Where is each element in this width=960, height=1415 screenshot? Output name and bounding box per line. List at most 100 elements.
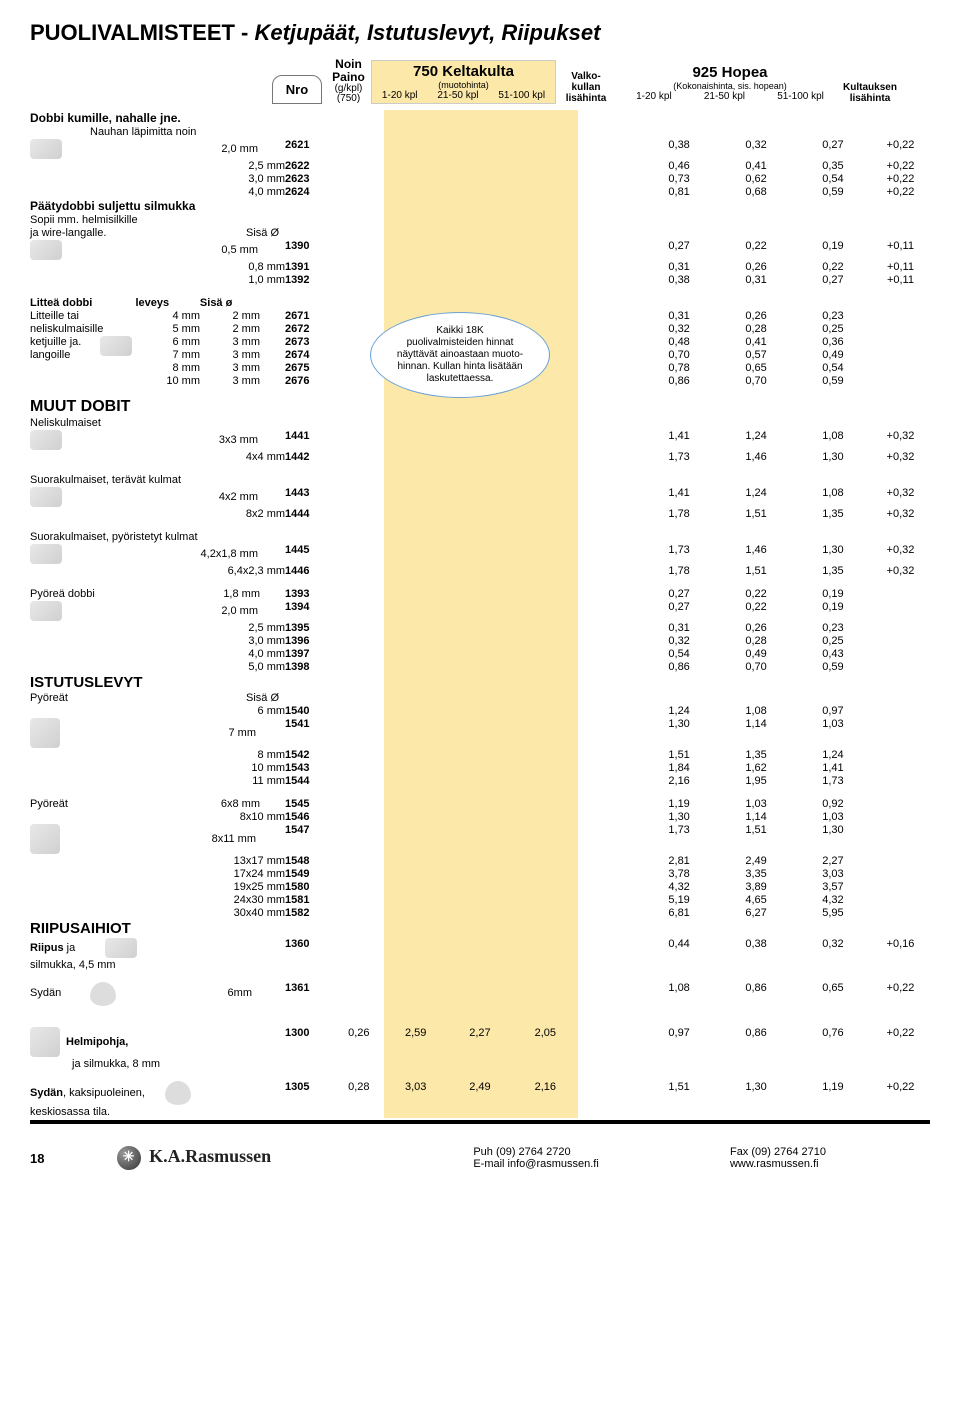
- gold-1: [384, 704, 447, 717]
- cell: [795, 198, 871, 213]
- silver-1: 1,24: [641, 704, 717, 717]
- table-row: Sopii mm. helmisilkille: [30, 213, 930, 226]
- valko: [578, 587, 641, 600]
- silver-1: 0,27: [641, 587, 717, 600]
- product-icon: [30, 487, 62, 507]
- cell: [578, 226, 641, 239]
- gold-2: [447, 429, 512, 450]
- gold-2: [447, 185, 512, 198]
- cell: [285, 397, 333, 416]
- table-row: 3,0 mm13960,320,280,25: [30, 634, 930, 647]
- cell: [871, 226, 930, 239]
- label-cell: 4,0 mm: [30, 647, 285, 660]
- cell: [513, 691, 578, 704]
- gold-2: [447, 621, 512, 634]
- cell: [447, 397, 512, 416]
- silver-1: 2,16: [641, 774, 717, 787]
- label-cell: 8 mm3 mm: [30, 361, 285, 374]
- label-cell: 4,0 mm: [30, 185, 285, 198]
- paino-cell: [334, 185, 385, 198]
- silver-2: 1,08: [717, 704, 795, 717]
- silver-1: 0,70: [641, 348, 717, 361]
- valko: [578, 880, 641, 893]
- nro-cell: 2673: [285, 335, 333, 348]
- paino-cell: [334, 621, 385, 634]
- silver-1: 1,51: [641, 1080, 717, 1105]
- table-row: Riipus ja13600,440,380,32+0,16: [30, 937, 930, 958]
- nro-cell: 1441: [285, 429, 333, 450]
- paino-cell: [334, 660, 385, 673]
- paino-cell: 0,28: [334, 1080, 385, 1105]
- gold-3: [513, 450, 578, 463]
- silver-2: 1,14: [717, 810, 795, 823]
- valko: [578, 374, 641, 387]
- gold-3: [513, 600, 578, 621]
- table-row: Neliskulmaiset: [30, 416, 930, 429]
- cell: [795, 530, 871, 543]
- kult: +0,32: [871, 429, 930, 450]
- silver-3: 0,27: [795, 138, 871, 159]
- section-title: Suorakulmaiset, pyöristetyt kulmat: [30, 530, 285, 543]
- cell: [641, 226, 717, 239]
- valko: [578, 937, 641, 958]
- section-title: MUUT DOBIT: [30, 397, 285, 416]
- cell: [871, 213, 930, 226]
- logo-mark-icon: ✳: [117, 1146, 141, 1170]
- label-cell: Pyöreät6x8 mm: [30, 797, 285, 810]
- label-cell: Litteille tai4 mm2 mm: [30, 309, 285, 322]
- silver-3: 0,32: [795, 937, 871, 958]
- gold-1: [384, 273, 447, 286]
- cell: [334, 198, 385, 213]
- kult: +0,32: [871, 486, 930, 507]
- table-row: RIIPUSAIHIOT: [30, 919, 930, 937]
- silver-2: 1,95: [717, 774, 795, 787]
- kult: +0,32: [871, 564, 930, 577]
- silver-3: 1,30: [795, 823, 871, 854]
- cell: [795, 473, 871, 486]
- cell: [334, 473, 385, 486]
- nro-cell: 1393: [285, 587, 333, 600]
- gold-2: [447, 867, 512, 880]
- spacer: [30, 1016, 930, 1026]
- cell: [641, 296, 717, 309]
- gold-1: [384, 867, 447, 880]
- contact-2: Fax (09) 2764 2710 www.rasmussen.fi: [730, 1146, 930, 1170]
- paino-cell: [334, 273, 385, 286]
- nro-cell: 1390: [285, 239, 333, 260]
- gold-3: [513, 309, 578, 322]
- gold-3: [513, 239, 578, 260]
- silver-1: 1,73: [641, 823, 717, 854]
- cell: [285, 198, 333, 213]
- silver-1: 0,44: [641, 937, 717, 958]
- cell: [384, 958, 447, 971]
- silver-2: 1,46: [717, 543, 795, 564]
- kult: +0,22: [871, 185, 930, 198]
- silver-1: 0,38: [641, 138, 717, 159]
- cell: [447, 296, 512, 309]
- gold-3: [513, 647, 578, 660]
- table-row: keskiosassa tila.: [30, 1105, 930, 1118]
- silver-2: 2,49: [717, 854, 795, 867]
- cell: [871, 1105, 930, 1118]
- cell: [578, 296, 641, 309]
- label-cell: 4x4 mm: [30, 450, 285, 463]
- cell: [795, 691, 871, 704]
- silver-3: 0,27: [795, 273, 871, 286]
- valko: [578, 647, 641, 660]
- table-row: 0,8 mm13910,310,260,22+0,11: [30, 260, 930, 273]
- silver-3: 1,08: [795, 429, 871, 450]
- paino-cell: [334, 880, 385, 893]
- paino-cell: [334, 260, 385, 273]
- gold-2: [447, 880, 512, 893]
- col-kultaus: Kultauksen lisähinta: [840, 82, 900, 104]
- gold-2: [447, 600, 512, 621]
- valko: [578, 260, 641, 273]
- valko: [578, 348, 641, 361]
- silver-1: 0,38: [641, 273, 717, 286]
- label-cell: Sydän, kaksipuoleinen,: [30, 1080, 285, 1105]
- label-cell: Pyöreä dobbi1,8 mm: [30, 587, 285, 600]
- table-row: 3x3 mm14411,411,241,08+0,32: [30, 429, 930, 450]
- gold-1: [384, 429, 447, 450]
- paino-cell: [334, 906, 385, 919]
- cell: [641, 530, 717, 543]
